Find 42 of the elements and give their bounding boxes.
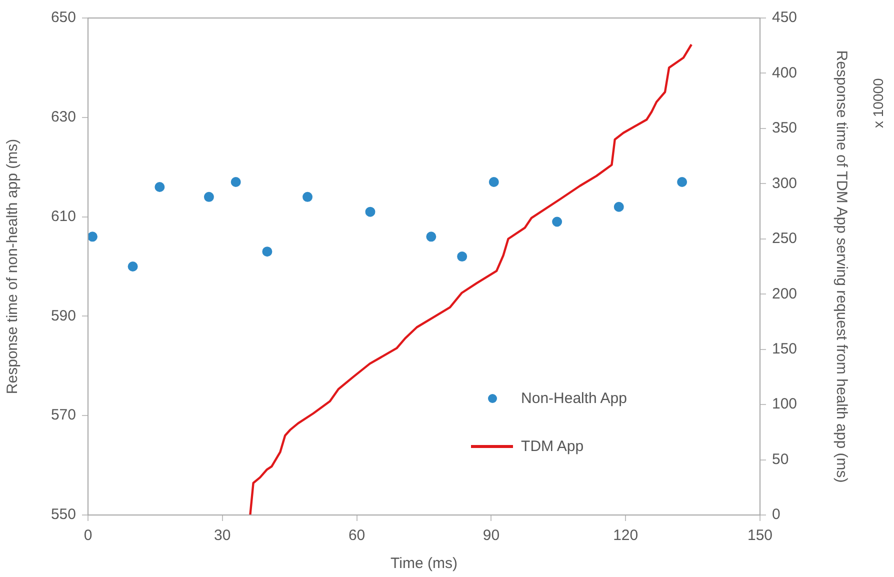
y2-tick-label: 400 [772,64,798,82]
text: x 10000 [870,78,886,128]
y-axis-title: Response time of non-health app (ms) [4,138,22,394]
y2-axis-title: Response time of TDM App serving request from health app (ms) [832,50,850,483]
point [204,192,214,202]
point [552,216,562,227]
legend-label: TDM App [521,438,584,456]
legend-label: Non-Health App [521,390,627,408]
y2-tick-label: 100 [772,396,798,413]
point [262,246,272,257]
point [154,182,165,192]
x-tick-label: 150 [747,527,773,544]
point [614,202,624,212]
point [426,232,436,242]
x-tick-label: 120 [613,527,638,544]
y2-tick-label: 450 [772,9,798,26]
point [677,177,688,188]
point [230,177,241,188]
y2-tick-label: 250 [772,230,798,248]
y-tick-label: 610 [50,208,76,225]
x-tick-label: 0 [84,527,92,544]
x-axis-title: Time (ms) [390,555,458,572]
y2-tick-label: 50 [772,450,789,468]
y-tick-label: 550 [50,506,76,524]
y-tick-label: 630 [50,108,76,126]
point [128,262,138,272]
point [88,232,98,242]
x-tick-label: 60 [348,527,366,544]
y-tick-label: 590 [50,307,76,324]
point [457,252,468,262]
y2-tick-label: 350 [772,120,798,137]
x-tick-label: 30 [214,527,231,544]
y2-tick-label: 200 [772,285,798,302]
point [302,192,313,202]
y2-tick-label: 0 [772,506,780,524]
x-tick-label: 90 [482,527,500,544]
point [365,206,376,217]
y2-tick-label: 300 [772,174,798,192]
y-tick-label: 570 [50,406,76,424]
y2-tick-label: 150 [772,340,798,358]
y-tick-label: 650 [50,9,76,26]
point [488,177,499,188]
